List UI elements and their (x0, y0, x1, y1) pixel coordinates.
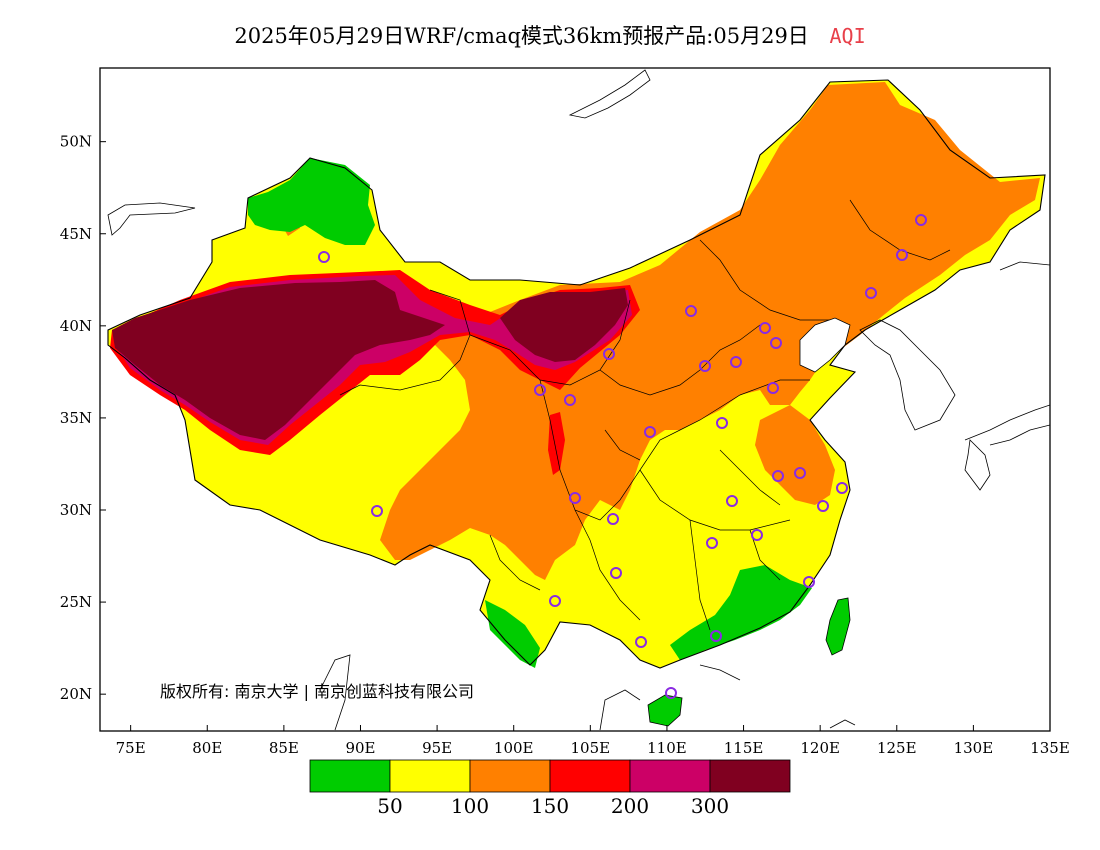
aqi-region-red-sichuan (548, 412, 565, 475)
legend-threshold-label: 50 (377, 794, 402, 818)
bohai-sea (799, 317, 851, 373)
city-marker (865, 287, 877, 299)
city-marker (716, 417, 728, 429)
lon-tick-label: 125E (877, 739, 917, 757)
copyright-text: 版权所有: 南京大学 | 南京创蓝科技有限公司 (160, 682, 474, 701)
hainan-island (647, 694, 683, 727)
city-marker (710, 630, 722, 642)
map-frame (99, 67, 1051, 732)
legend-color-box (709, 759, 791, 793)
lon-tick-label: 95E (422, 739, 452, 757)
taiwan-island (825, 597, 851, 656)
city-marker (915, 214, 927, 226)
city-marker (803, 576, 815, 588)
map-title-main: 2025年05月29日WRF/cmaq模式36km预报产品:05月29日 (234, 24, 809, 48)
map-content: 版权所有: 南京大学 | 南京创蓝科技有限公司 (107, 69, 1050, 731)
lon-tick-label: 80E (192, 739, 222, 757)
legend-threshold-label: 150 (531, 794, 569, 818)
lon-tick-label: 130E (954, 739, 994, 757)
city-marker (794, 467, 806, 479)
city-marker (607, 513, 619, 525)
legend-threshold-label: 100 (451, 794, 489, 818)
city-marker (726, 495, 738, 507)
aqi-region-maroon-east (500, 288, 628, 362)
city-marker (665, 687, 677, 699)
lat-tick-label: 45N (60, 225, 92, 243)
city-marker (699, 360, 711, 372)
lon-tick-label: 105E (571, 739, 611, 757)
legend-color-box (549, 759, 631, 793)
city-marker (610, 567, 622, 579)
lat-tick-label: 25N (60, 593, 92, 611)
city-marker (644, 426, 656, 438)
lat-tick-label: 30N (60, 501, 92, 519)
legend-color-box (629, 759, 711, 793)
city-marker (817, 500, 829, 512)
map-axes: 75E 80E 85E 90E 95E 100E 105E 110E 115E 120E 125E 1… (60, 133, 1070, 757)
lat-tick-label: 40N (60, 317, 92, 335)
lon-tick-label: 75E (116, 739, 146, 757)
lon-tick-label: 90E (345, 739, 375, 757)
legend-color-box (469, 759, 551, 793)
legend-color-box (389, 759, 471, 793)
city-marker (896, 249, 908, 261)
neighbour-coastlines (107, 69, 1050, 731)
legend-threshold-label: 200 (611, 794, 649, 818)
city-marker (569, 492, 581, 504)
city-marker (770, 337, 782, 349)
city-marker (534, 384, 546, 396)
aqi-region-orange-north (380, 82, 1040, 580)
aqi-region-maroon-west (112, 280, 445, 440)
map-title-variable: AQI (829, 24, 866, 48)
aqi-region-green-southeast (670, 565, 812, 660)
lat-tick-label: 35N (60, 409, 92, 427)
lon-tick-label: 115E (724, 739, 764, 757)
city-marker (772, 470, 784, 482)
lat-tick-label: 20N (60, 685, 92, 703)
city-marker (318, 251, 330, 263)
lon-tick-label: 100E (494, 739, 534, 757)
province-boundaries (339, 199, 951, 631)
map-title: 2025年05月29日WRF/cmaq模式36km预报产品:05月29日 AQI (0, 20, 1100, 50)
city-marker (685, 305, 697, 317)
aqi-color-legend: 50 100 150 200 300 (309, 759, 791, 818)
city-marker (635, 636, 647, 648)
city-marker (371, 505, 383, 517)
city-marker (767, 382, 779, 394)
lon-tick-label: 120E (800, 739, 840, 757)
city-marker (836, 482, 848, 494)
city-marker (751, 529, 763, 541)
city-marker (730, 356, 742, 368)
legend-threshold-label: 300 (691, 794, 729, 818)
aqi-region-green-yunnan (485, 600, 540, 668)
city-markers (318, 214, 927, 699)
city-marker (549, 595, 561, 607)
city-marker (603, 348, 615, 360)
city-marker (759, 322, 771, 334)
lon-tick-label: 85E (269, 739, 299, 757)
city-marker (564, 394, 576, 406)
lat-tick-label: 50N (60, 133, 92, 151)
lon-tick-label: 110E (647, 739, 687, 757)
aqi-region-green-xinjiang (248, 158, 375, 245)
lon-tick-label: 135E (1030, 739, 1070, 757)
city-marker (706, 537, 718, 549)
legend-color-box (309, 759, 391, 793)
china-outline (107, 79, 1046, 669)
